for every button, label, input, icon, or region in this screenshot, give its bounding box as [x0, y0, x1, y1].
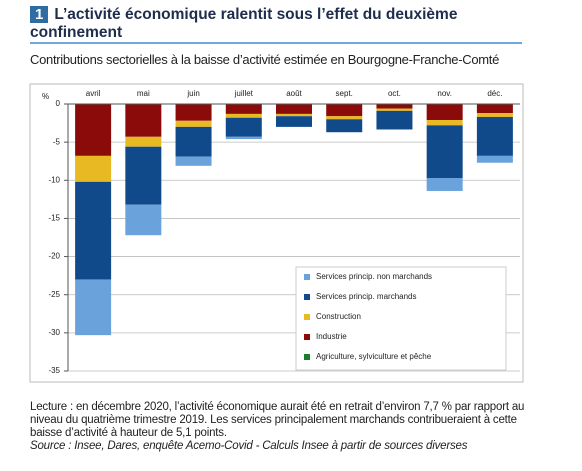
bar-segment	[426, 120, 463, 126]
legend-swatch	[304, 334, 310, 340]
notes: Lecture : en décembre 2020, l’activité é…	[30, 401, 530, 453]
legend-box	[295, 266, 507, 371]
subtitle: Contributions sectorielles à la baisse d…	[30, 52, 500, 67]
x-tick-label: nov.	[437, 89, 452, 98]
legend-label: Construction	[316, 312, 361, 321]
bar-segment	[225, 104, 262, 114]
y-tick-label: -10	[48, 175, 60, 184]
bar-segment	[125, 204, 162, 236]
chart-frame	[29, 83, 524, 383]
x-tick-label: oct.	[388, 89, 401, 98]
header: 1 L’activité économique ralentit sous l’e…	[30, 6, 522, 44]
bar-segment	[376, 129, 413, 130]
legend-label: Industrie	[316, 332, 347, 341]
x-tick-label: juin	[186, 89, 199, 98]
y-tick-label: -25	[48, 290, 60, 299]
bar-segment	[376, 104, 413, 109]
bar-segment	[326, 119, 363, 133]
bar-segment	[75, 181, 112, 280]
bar-segment	[225, 136, 262, 140]
bar-segment	[326, 116, 363, 120]
bar-segment	[476, 116, 513, 156]
bar-segment	[276, 116, 312, 127]
x-tick-label: déc.	[487, 89, 502, 98]
bar-segment	[175, 104, 212, 121]
legend-swatch	[304, 274, 310, 280]
x-tick-label: août	[286, 89, 302, 98]
bar-segment	[125, 146, 162, 205]
bar-segment	[476, 113, 513, 117]
chart-title: L’activité économique ralentit sous l’ef…	[30, 6, 458, 41]
bar-segment	[75, 104, 112, 156]
bar-segment	[276, 113, 312, 117]
legend-label: Services princip. marchands	[316, 292, 416, 301]
bar-segment	[175, 126, 212, 157]
note: Lecture : en décembre 2020, l’activité é…	[30, 401, 525, 439]
x-tick-label: avril	[86, 89, 101, 98]
y-tick-label: -20	[48, 252, 60, 261]
legend-swatch	[304, 294, 310, 300]
source: Source : Insee, Dares, enquête Acemo-Cov…	[30, 440, 468, 452]
legend-swatch	[304, 314, 310, 320]
bar-segment	[326, 104, 363, 117]
legend-label: Agriculture, sylviculture et pêche	[316, 352, 432, 361]
bar-segment	[75, 279, 112, 336]
bar-segment	[175, 156, 212, 166]
bar-segment	[476, 155, 513, 163]
y-tick-label: -30	[48, 328, 60, 337]
x-tick-label: juillet	[234, 89, 254, 98]
figure-number: 1	[30, 6, 49, 23]
bar-segment	[376, 110, 413, 130]
bar-segment	[175, 120, 212, 127]
bar-segment	[426, 177, 463, 191]
x-tick-label: mai	[137, 89, 150, 98]
bar-segment	[125, 104, 162, 137]
bar-segment	[426, 104, 463, 121]
bar-segment	[376, 108, 413, 111]
bar-segment	[426, 125, 463, 178]
y-axis-label: %	[42, 92, 49, 101]
bar-segment	[225, 117, 262, 137]
x-tick-label: sept.	[336, 89, 353, 98]
bar-segment	[75, 155, 112, 182]
y-tick-label: 0	[56, 99, 61, 108]
bar-segment	[225, 113, 262, 118]
bar-segment	[125, 136, 162, 147]
bar-segment	[476, 104, 513, 114]
legend-label: Services princip. non marchands	[316, 272, 432, 281]
y-tick-label: -5	[53, 137, 61, 146]
y-tick-label: -15	[48, 214, 60, 223]
legend-swatch	[304, 354, 310, 360]
y-tick-label: -35	[48, 366, 60, 375]
bar-segment	[276, 104, 312, 114]
